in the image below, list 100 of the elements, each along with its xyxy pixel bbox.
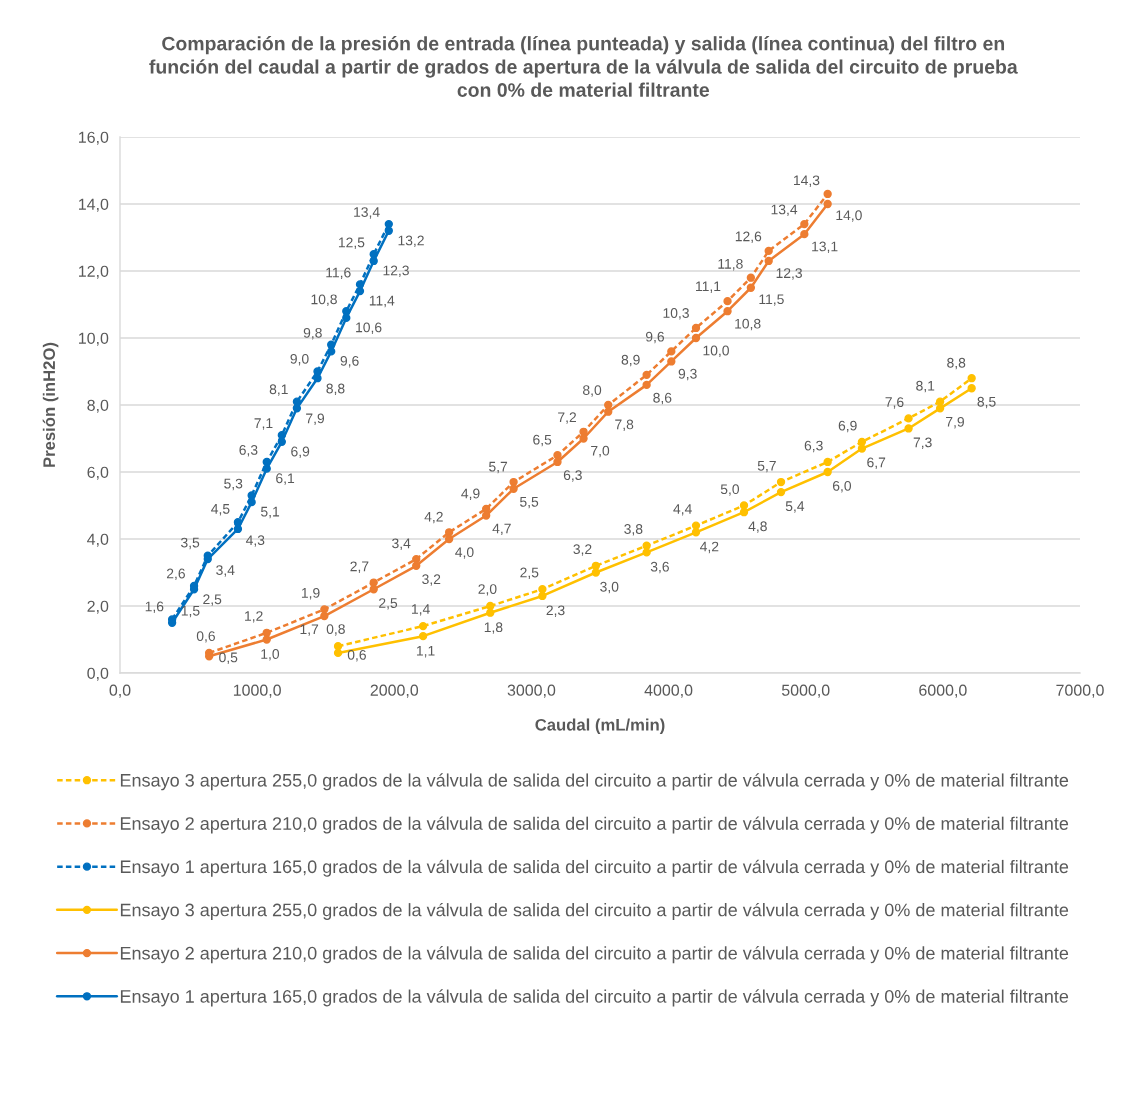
data-label: 13,2 (398, 235, 424, 247)
data-label: 6,9 (838, 420, 857, 433)
data-label: 7,2 (558, 412, 577, 424)
data-label: 1,8 (484, 622, 503, 634)
point (823, 199, 832, 209)
data-label: 11,4 (369, 295, 395, 308)
data-label: 1,4 (412, 604, 430, 616)
point (691, 521, 701, 530)
point (667, 357, 676, 366)
point (642, 370, 651, 380)
point (384, 219, 393, 229)
data-label: 5,0 (720, 484, 740, 496)
data-label: 4,3 (245, 535, 265, 547)
point (262, 464, 271, 473)
y-tick-label: 0,0 (87, 667, 109, 681)
y-tick-label: 14,0 (79, 198, 109, 212)
data-label: 1,1 (416, 646, 435, 658)
point (746, 273, 756, 282)
point (444, 534, 454, 544)
data-label: 2,6 (166, 568, 185, 581)
data-label: 2,0 (478, 584, 497, 596)
data-label: 14,3 (794, 175, 820, 187)
point (739, 508, 749, 517)
point (509, 477, 518, 487)
point (313, 374, 322, 383)
point (604, 407, 613, 416)
point (369, 585, 378, 594)
point (967, 384, 976, 393)
point (823, 457, 832, 467)
data-label: 4,2 (700, 541, 719, 554)
point (320, 605, 329, 614)
x-axis-title: Caudal (mL/min) (535, 718, 665, 734)
data-label: 10,8 (311, 294, 337, 306)
data-label: 10,6 (356, 322, 382, 334)
legend-label: Ensayo 3 apertura 255,0 grados de la válvula de salida del circuito a partir de válvula cerrada y 0% de material filtrante (120, 773, 1069, 791)
data-label: 8,1 (916, 380, 935, 393)
data-label: 8,8 (947, 357, 966, 370)
data-label: 6,3 (239, 445, 258, 457)
data-label: 2,7 (350, 561, 369, 573)
data-label: 5,7 (757, 460, 776, 473)
data-label: 3,8 (624, 524, 643, 536)
chart-title: Comparación de la presión de entrada (línea punteada) y salida (línea continua) del filtro en función del caudal a partir de grados de apertura de la válvula de salida del circuito de prueba con 0% de material filtrante (149, 36, 1018, 97)
point (355, 286, 365, 296)
data-label: 6,5 (533, 434, 552, 447)
point (418, 621, 428, 631)
data-label: 9,0 (290, 353, 309, 366)
data-label: 7,8 (615, 419, 634, 431)
data-label: 8,1 (269, 384, 288, 396)
data-label: 4,2 (424, 511, 443, 524)
y-tick-label: 4,0 (87, 533, 109, 547)
data-label: 1,2 (245, 611, 263, 623)
data-label: 1,9 (301, 587, 320, 600)
data-label: 6,9 (291, 446, 310, 459)
point (739, 501, 749, 510)
data-label: 0,8 (326, 624, 345, 636)
data-label: 3,2 (422, 574, 441, 586)
x-tick-label: 1000,0 (233, 684, 281, 698)
point (723, 307, 732, 316)
data-label: 11,1 (696, 281, 721, 293)
data-label: 4,5 (211, 504, 230, 516)
data-label: 8,0 (583, 385, 602, 397)
data-label: 10,0 (703, 345, 729, 358)
point (776, 477, 786, 487)
data-label: 6,3 (804, 440, 823, 453)
y-tick-label: 2,0 (87, 600, 109, 614)
point (444, 528, 454, 537)
data-label: 7,0 (591, 445, 610, 458)
data-label: 13,1 (812, 241, 838, 253)
legend-label: Ensayo 3 apertura 255,0 grados de la válvula de salida del circuito a partir de válvula cerrada y 0% de material filtrante (120, 902, 1069, 920)
point (538, 585, 547, 594)
data-label: 7,6 (885, 397, 904, 409)
point (292, 404, 302, 413)
point (412, 561, 421, 570)
point (509, 484, 518, 493)
point (262, 628, 271, 637)
x-tick-label: 6000,0 (919, 684, 967, 698)
data-label: 12,6 (735, 231, 762, 243)
data-label: 1,5 (181, 605, 200, 618)
data-label: 2,5 (520, 567, 539, 580)
y-tick-label: 16,0 (79, 131, 109, 145)
point (553, 451, 562, 460)
data-label: 13,4 (354, 207, 380, 219)
data-label: 2,5 (203, 594, 222, 606)
y-axis-title: Presión (inH2O) (42, 342, 59, 467)
point (604, 400, 613, 410)
data-label: 0,6 (347, 649, 366, 662)
point (764, 246, 773, 256)
data-label: 9,6 (645, 331, 665, 344)
point (333, 642, 343, 651)
data-label: 12,3 (383, 265, 409, 277)
data-label: 12,5 (338, 237, 365, 249)
legend-label: Ensayo 1 apertura 165,0 grados de la válvula de salida del circuito a partir de válvula cerrada y 0% de material filtrante (120, 859, 1069, 877)
point (333, 648, 343, 658)
point (823, 189, 832, 199)
data-label: 4,7 (492, 523, 511, 536)
data-label: 6,7 (867, 457, 886, 469)
point (904, 424, 913, 433)
data-label: 11,6 (326, 267, 351, 280)
point (642, 380, 651, 390)
x-tick-label: 7000,0 (1056, 684, 1104, 698)
